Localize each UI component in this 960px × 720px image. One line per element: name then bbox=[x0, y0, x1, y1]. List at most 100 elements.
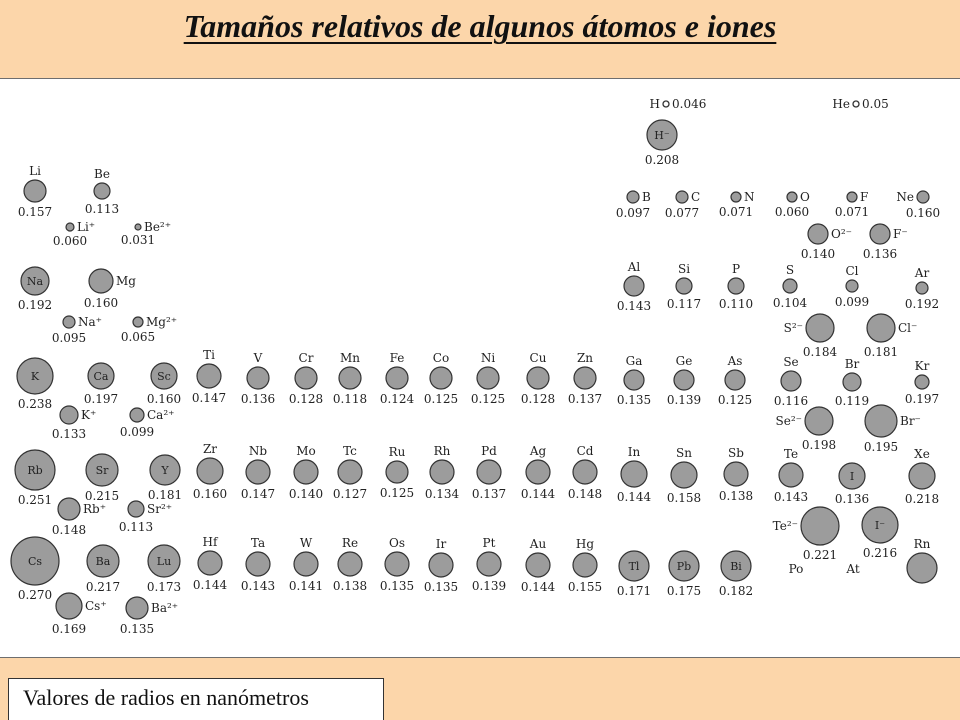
atom-circle-kr bbox=[914, 374, 930, 390]
atom-circle-ca bbox=[87, 362, 115, 390]
atom-circle-hg bbox=[572, 552, 598, 578]
atom-radius-w: 0.141 bbox=[289, 579, 323, 593]
atom-circle-cl bbox=[845, 279, 859, 293]
atom-symbol-mg-2-plus: Mg²⁺ bbox=[146, 315, 177, 329]
atom-radius-ti: 0.147 bbox=[192, 391, 226, 405]
atom-zr: Zr 0.160 bbox=[193, 442, 227, 501]
atom-radius-mn: 0.118 bbox=[333, 392, 367, 406]
atom-circle-o-2-minus bbox=[807, 223, 829, 245]
atom-circle-hf bbox=[197, 550, 223, 576]
atom-radius-ni: 0.125 bbox=[471, 392, 505, 406]
atom-circle-li bbox=[23, 179, 47, 203]
atom-radius-se: 0.116 bbox=[774, 394, 808, 408]
atom-circle-cl-minus bbox=[866, 313, 896, 343]
atom-circle-s-2-minus bbox=[805, 313, 835, 343]
atom-circle-sb bbox=[723, 461, 749, 487]
atom-symbol-in: In bbox=[628, 445, 641, 459]
atom-symbol-hf: Hf bbox=[203, 535, 219, 549]
atom-symbol-rb: Rb bbox=[27, 464, 42, 477]
atom-circle-v bbox=[246, 366, 270, 390]
atom-w: W 0.141 bbox=[289, 536, 323, 593]
atom-circle-sr bbox=[85, 453, 119, 487]
atom-circle-lu bbox=[147, 544, 181, 578]
atom-p: P 0.110 bbox=[719, 262, 753, 311]
atom-symbol-h-minus: H⁻ bbox=[654, 129, 670, 142]
atom-symbol-cl-minus: Cl⁻ bbox=[898, 321, 917, 335]
atom-circle-mg-2-plus bbox=[132, 316, 144, 328]
atom-pt: Pt 0.139 bbox=[472, 536, 506, 593]
atom-symbol-mo: Mo bbox=[296, 444, 316, 458]
atom-symbol-be: Be bbox=[94, 167, 110, 181]
atom-radius-br-minus: 0.195 bbox=[864, 440, 898, 454]
atom-symbol-ga: Ga bbox=[626, 354, 643, 368]
atom-radius-as: 0.125 bbox=[718, 393, 752, 407]
atom-circle-rb-plus bbox=[57, 497, 81, 521]
atom-f: F0.071 bbox=[835, 190, 869, 219]
atom-circle-ta bbox=[245, 551, 271, 577]
atom-symbol-tc: Tc bbox=[343, 444, 357, 458]
atom-te: Te 0.143 bbox=[774, 447, 808, 504]
atom-cr: Cr 0.128 bbox=[289, 351, 323, 406]
atom-radius-au: 0.144 bbox=[521, 580, 556, 594]
atom-circle-o bbox=[786, 191, 798, 203]
atom-symbol-re: Re bbox=[342, 536, 358, 550]
atom-br: Br 0.119 bbox=[835, 357, 869, 408]
atom-circle-au bbox=[525, 552, 551, 578]
atom-mn: Mn 0.118 bbox=[333, 351, 367, 406]
atom-rh: Rh 0.134 bbox=[425, 444, 460, 501]
atom-circle-mg bbox=[88, 268, 114, 294]
atom-symbol-k: K bbox=[31, 370, 40, 383]
atom-radius-te-2-minus: 0.221 bbox=[803, 548, 837, 562]
atom-symbol-cd: Cd bbox=[577, 444, 594, 458]
atom-radius-na-plus: 0.095 bbox=[52, 331, 86, 345]
atom-o: O0.060 bbox=[775, 190, 810, 219]
atom-circle-ba bbox=[86, 544, 120, 578]
atom-ag: Ag 0.144 bbox=[521, 444, 556, 501]
atom-radius-zn: 0.137 bbox=[568, 392, 602, 406]
atom-symbol-ni: Ni bbox=[481, 351, 496, 365]
atom-radius-ta: 0.143 bbox=[241, 579, 275, 593]
atom-sc: Sc 0.160 bbox=[147, 362, 181, 406]
atom-symbol-rb-plus: Rb⁺ bbox=[83, 502, 106, 516]
atom-symbol-br-minus: Br⁻ bbox=[900, 414, 921, 428]
atom-re: Re 0.138 bbox=[333, 536, 367, 593]
atom-circle-ag bbox=[525, 459, 551, 485]
atom-radius-zr: 0.160 bbox=[193, 487, 227, 501]
atom-os: Os 0.135 bbox=[380, 536, 414, 593]
atom-circle-mo bbox=[293, 459, 319, 485]
atom-radius-nb: 0.147 bbox=[241, 487, 275, 501]
atom-be-2-plus: Be²⁺0.031 bbox=[121, 220, 171, 247]
atom-symbol-hg: Hg bbox=[576, 537, 594, 551]
atom-i-minus: I⁻ 0.216 bbox=[861, 506, 899, 560]
atom-radius-be: 0.113 bbox=[85, 202, 119, 216]
atom-kr: Kr 0.197 bbox=[905, 359, 939, 406]
atom-tl: Tl 0.171 bbox=[617, 550, 651, 598]
atom-radius-ne: 0.160 bbox=[906, 206, 940, 220]
atom-symbol-kr: Kr bbox=[915, 359, 930, 373]
atom-sr: Sr 0.215 bbox=[85, 453, 119, 503]
atom-circle-ba-2-plus bbox=[125, 596, 149, 620]
atom-symbol-at: At bbox=[845, 562, 859, 576]
atom-radius-cd: 0.148 bbox=[568, 487, 602, 501]
atom-ne: Ne 0.160 bbox=[896, 190, 940, 220]
atom-hg: Hg 0.155 bbox=[568, 537, 602, 594]
atom-radius-co: 0.125 bbox=[424, 392, 458, 406]
atom-circle-ru bbox=[385, 460, 409, 484]
atom-circle-ni bbox=[476, 366, 500, 390]
atom-circle-i-minus bbox=[861, 506, 899, 544]
atom-radius-be-2-plus: 0.031 bbox=[121, 233, 155, 247]
atom-radius-xe: 0.218 bbox=[905, 492, 939, 506]
atom-radius-sr-2-plus: 0.113 bbox=[119, 520, 153, 534]
atom-si: Si 0.117 bbox=[667, 262, 701, 311]
atom-radius-ba-2-plus: 0.135 bbox=[120, 622, 154, 636]
atom-radius-h: 0.046 bbox=[672, 97, 706, 111]
atom-symbol-co: Co bbox=[433, 351, 449, 365]
atom-ti: Ti 0.147 bbox=[192, 348, 226, 405]
atom-he: He 0.05 bbox=[832, 97, 888, 111]
atom-symbol-pd: Pd bbox=[481, 444, 497, 458]
atom-n: N0.071 bbox=[719, 190, 755, 219]
atom-radius-ca: 0.197 bbox=[84, 392, 118, 406]
atom-sn: Sn 0.158 bbox=[667, 446, 701, 505]
atom-circle-h bbox=[662, 100, 670, 108]
atom-symbol-o-2-minus: O²⁻ bbox=[831, 227, 852, 241]
